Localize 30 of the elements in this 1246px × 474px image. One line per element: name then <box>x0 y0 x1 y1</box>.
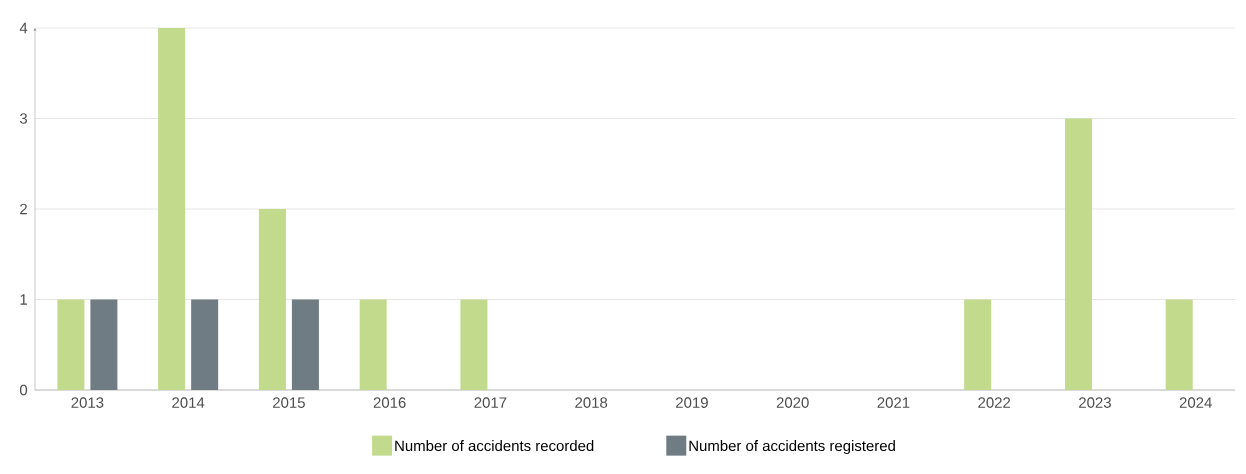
y-tick-label: 4 <box>19 22 28 34</box>
y-tick-label: 3 <box>19 113 28 124</box>
bar <box>964 299 992 390</box>
bar <box>460 299 488 390</box>
legend-label: Number of accidents registered <box>689 440 895 455</box>
y-tick-label: 1 <box>20 294 27 305</box>
x-tick-label: 2013 <box>71 397 104 408</box>
x-tick-label: 2023 <box>1079 397 1111 408</box>
legend-label: Number of accidents recorded <box>395 440 594 452</box>
bar <box>90 299 118 390</box>
y-tick-label: 2 <box>20 203 27 215</box>
bar <box>291 299 319 390</box>
y-tick-label: 0 <box>19 384 28 396</box>
x-tick-label: 2020 <box>776 397 809 408</box>
x-tick-label: 2022 <box>978 397 1011 408</box>
bar <box>258 209 286 390</box>
x-tick-label: 2021 <box>877 397 910 408</box>
x-tick-label: 2015 <box>273 397 305 408</box>
x-tick-label: 2024 <box>1179 397 1212 408</box>
bar <box>191 299 219 390</box>
bar <box>1165 299 1193 390</box>
bar <box>359 299 387 390</box>
x-tick-label: 2014 <box>172 397 205 408</box>
x-tick-label: 2019 <box>676 397 708 408</box>
x-tick-label: 2016 <box>373 397 406 408</box>
bar <box>57 299 85 390</box>
bar <box>1064 118 1092 390</box>
bar <box>158 28 186 390</box>
x-tick-label: 2018 <box>575 397 608 408</box>
x-tick-label: 2017 <box>474 397 507 408</box>
